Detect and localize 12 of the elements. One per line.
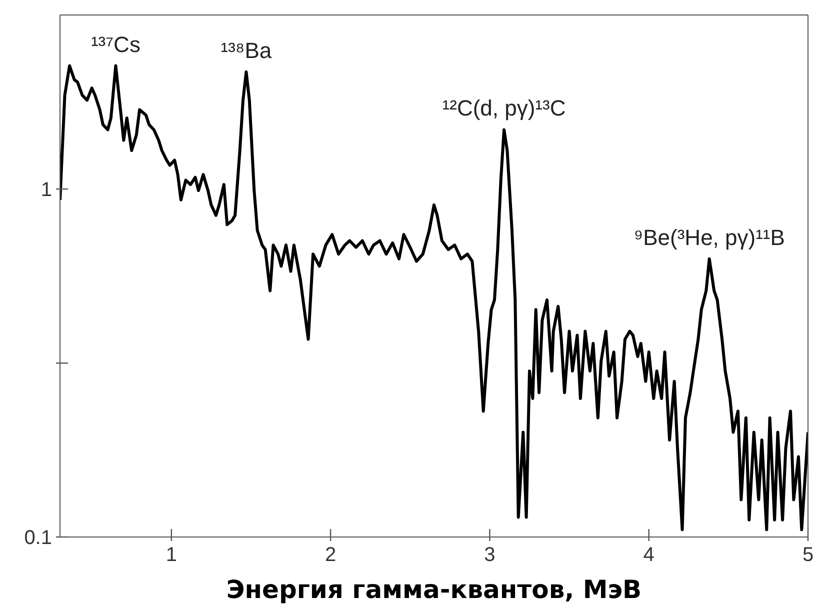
x-tick-label: 2 [324,544,336,566]
y-tick-label: 0.1 [24,527,52,549]
annotation: ¹³⁸Ba [220,38,272,63]
x-axis-title: Энергия гамма-квантов, МэВ [226,575,642,604]
x-tick-label: 4 [643,544,654,566]
annotation: ⁹Be(³He, pγ)¹¹B [634,224,785,250]
x-tick-label: 1 [166,544,177,566]
line-series [60,64,808,532]
x-tick-label: 3 [484,544,496,566]
annotation: ¹³⁷Cs [90,32,140,57]
x-tick-label: 5 [802,544,814,566]
annotation: ¹²C(d, pγ)¹³C [442,96,566,121]
